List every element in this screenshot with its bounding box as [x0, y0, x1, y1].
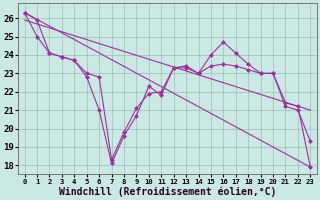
X-axis label: Windchill (Refroidissement éolien,°C): Windchill (Refroidissement éolien,°C) [59, 186, 276, 197]
